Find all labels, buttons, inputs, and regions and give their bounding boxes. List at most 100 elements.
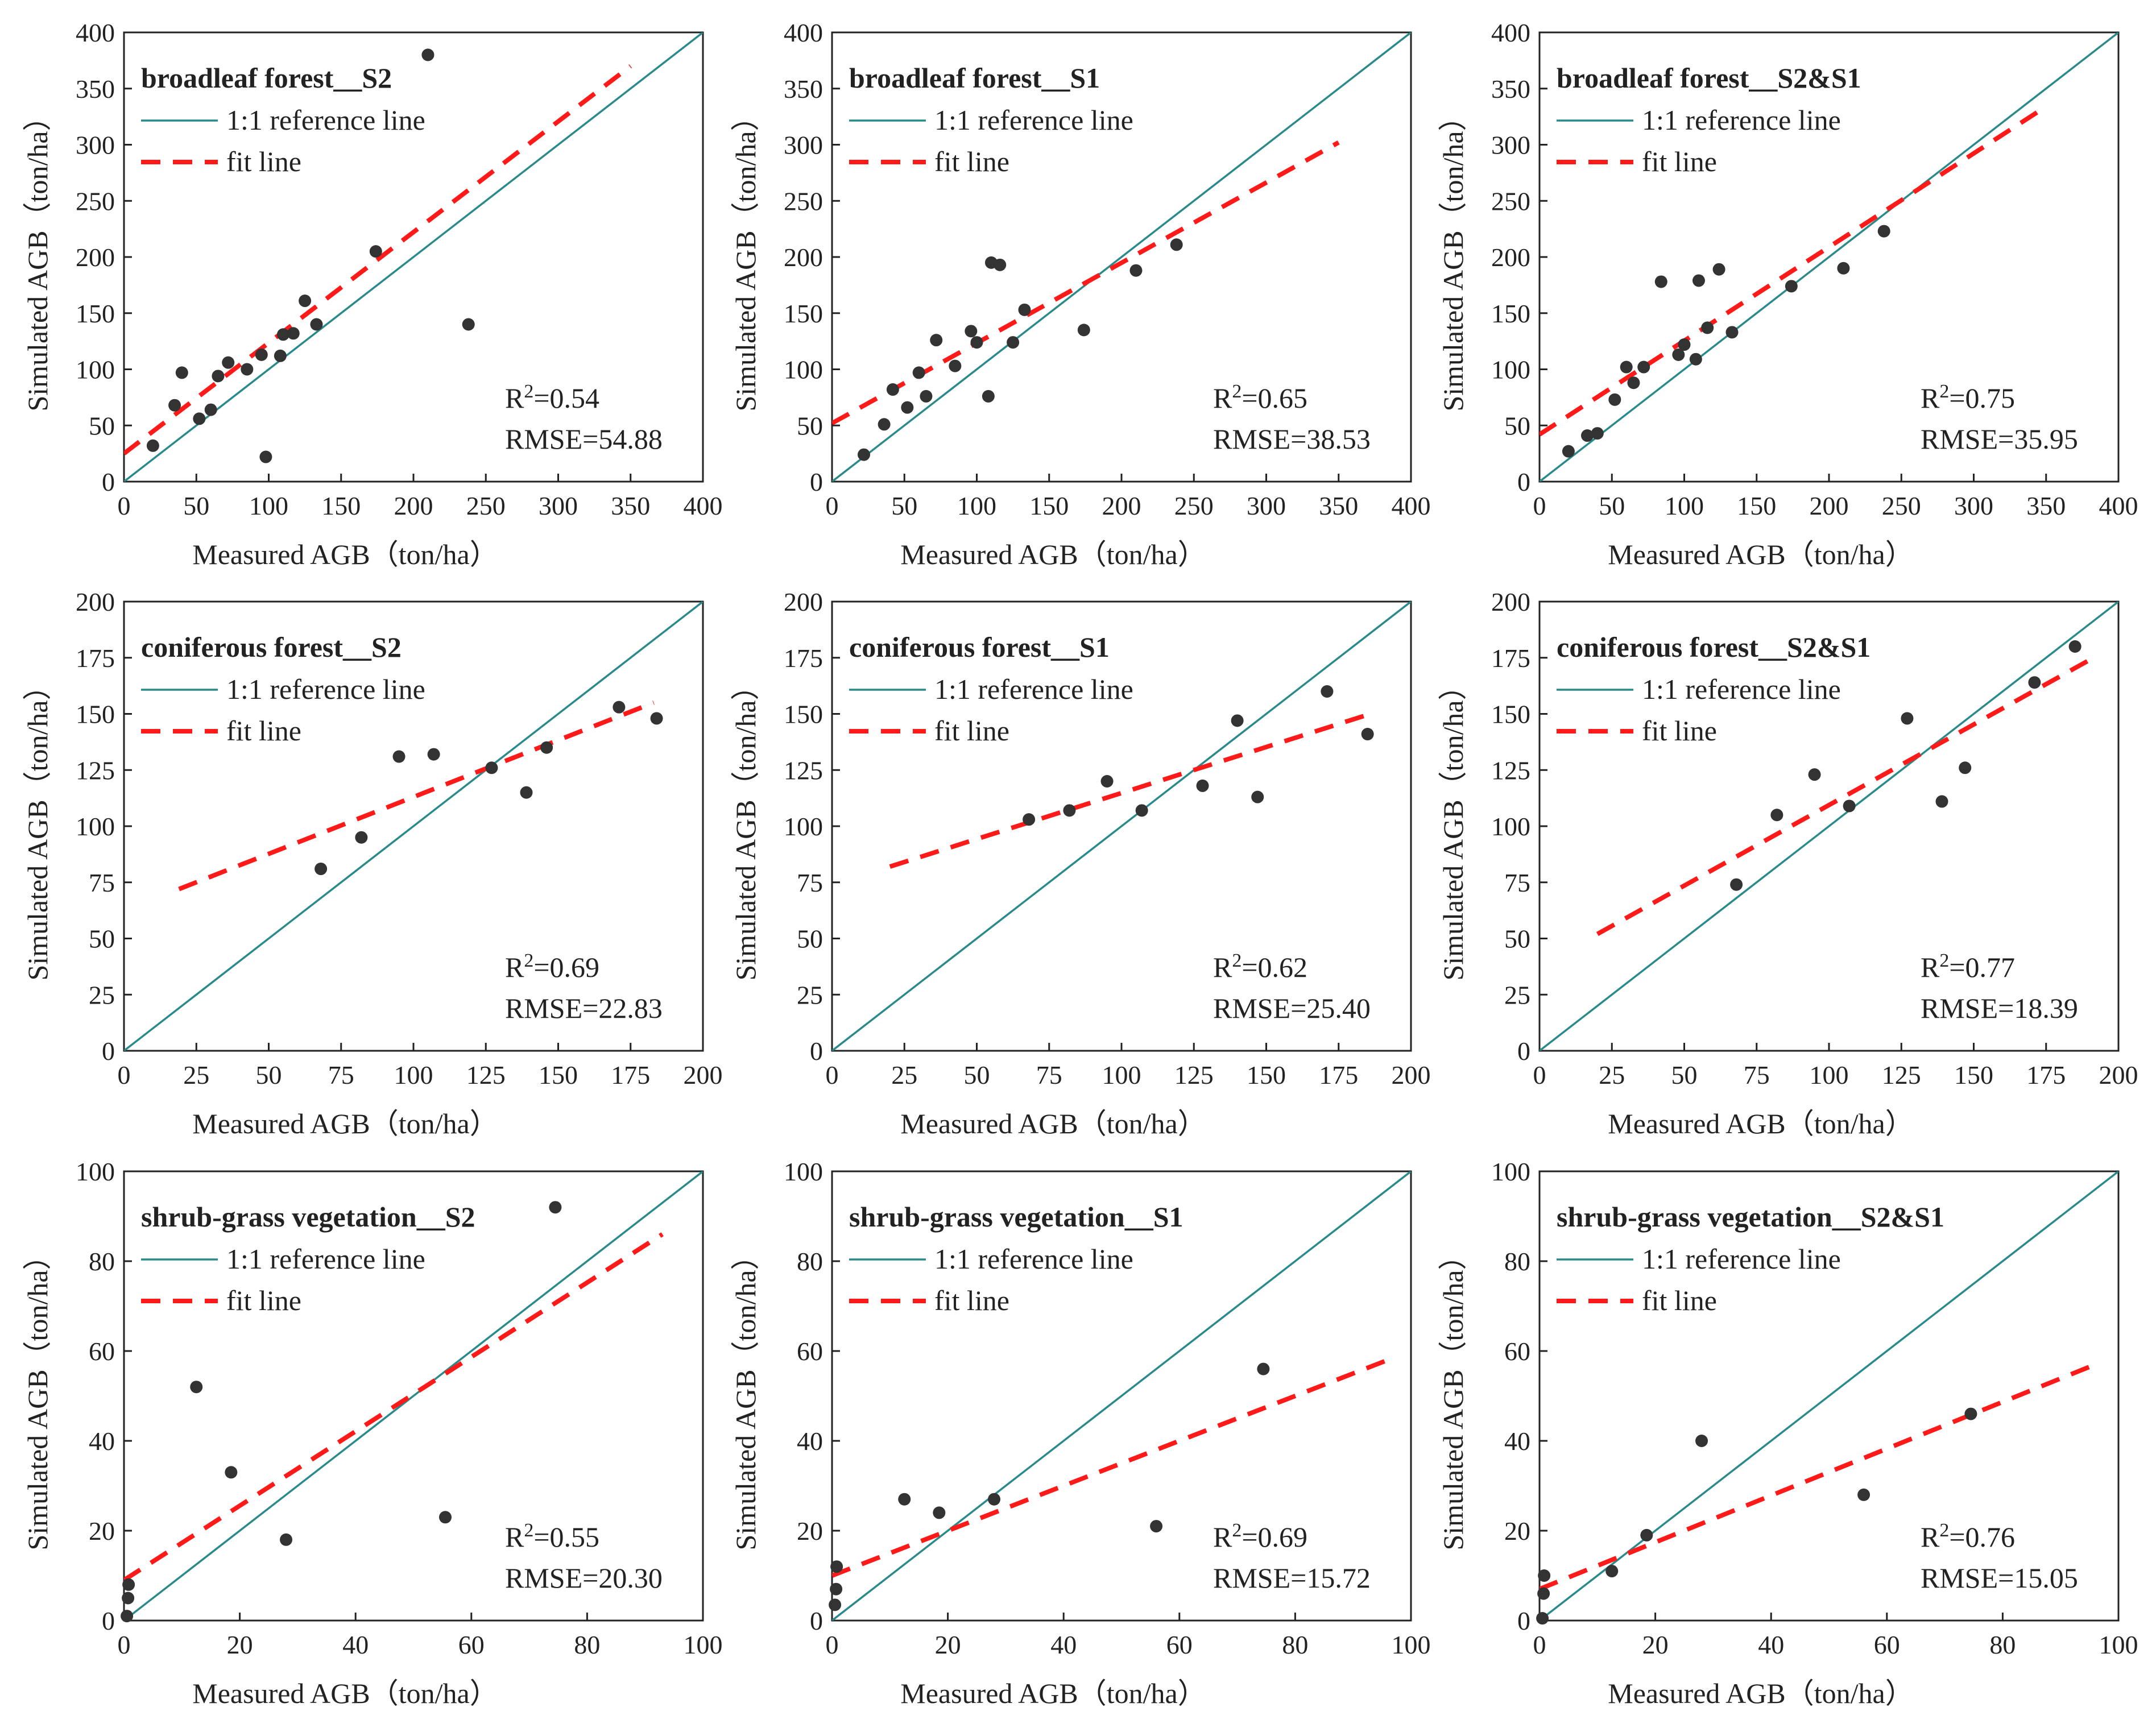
y-tick-label: 60 <box>89 1337 115 1366</box>
superscript-two: 2 <box>1939 381 1949 402</box>
x-tick-label: 125 <box>1882 1060 1921 1089</box>
data-point <box>1959 761 1972 774</box>
data-point <box>193 412 206 425</box>
data-point <box>1251 790 1264 803</box>
x-tick-label: 50 <box>183 491 209 520</box>
x-tick-label: 25 <box>891 1060 917 1089</box>
x-tick-label: 300 <box>1247 491 1286 520</box>
data-point <box>1637 360 1650 374</box>
y-tick-label: 350 <box>1491 74 1530 103</box>
data-point <box>830 1560 843 1573</box>
x-tick-label: 0 <box>1533 491 1546 520</box>
data-point <box>421 48 434 61</box>
data-point <box>520 786 533 799</box>
data-point <box>168 399 181 412</box>
x-tick-label: 40 <box>1050 1630 1077 1659</box>
x-tick-label: 125 <box>466 1060 506 1089</box>
data-point <box>920 389 933 403</box>
x-tick-label: 100 <box>1102 1060 1141 1089</box>
data-point <box>175 366 188 379</box>
x-tick-label: 350 <box>2026 491 2066 520</box>
data-point <box>1562 445 1575 458</box>
y-tick-label: 75 <box>89 868 115 897</box>
y-tick-label: 175 <box>784 644 823 673</box>
data-point <box>982 389 995 403</box>
y-tick-label: 100 <box>76 1157 115 1186</box>
y-tick-label: 25 <box>89 980 115 1009</box>
x-tick-label: 20 <box>227 1630 253 1659</box>
y-tick-label: 40 <box>1504 1427 1530 1456</box>
fit-line <box>1540 104 2047 437</box>
panel-title: coniferous forest__S2 <box>141 631 402 663</box>
fit-line <box>832 140 1340 425</box>
fit-line <box>832 1358 1389 1578</box>
y-tick-label: 150 <box>784 700 823 729</box>
y-tick-label: 0 <box>1517 1037 1530 1066</box>
x-tick-label: 75 <box>1744 1060 1770 1089</box>
x-tick-label: 50 <box>891 491 917 520</box>
data-point <box>830 1582 843 1596</box>
data-point <box>1580 429 1594 442</box>
y-axis-title: Simulated AGB（ton/ha） <box>22 672 53 980</box>
data-point <box>1023 813 1036 826</box>
y-tick-label: 175 <box>76 644 115 673</box>
data-point <box>1701 321 1714 334</box>
x-tick-label: 200 <box>394 491 433 520</box>
y-tick-label: 400 <box>784 18 823 47</box>
panel-title: shrub-grass vegetation__S2 <box>141 1201 475 1233</box>
y-axis-title: Simulated AGB（ton/ha） <box>1437 102 1469 411</box>
data-point <box>1964 1407 1977 1420</box>
y-tick-label: 20 <box>1504 1516 1530 1545</box>
x-axis-title: Measured AGB（ton/ha） <box>192 1108 498 1139</box>
data-point <box>1808 768 1821 781</box>
data-point <box>1135 804 1148 817</box>
rmse-value: RMSE=15.72 <box>1213 1562 1371 1594</box>
y-tick-label: 0 <box>810 1037 823 1066</box>
x-tick-label: 400 <box>2099 491 2138 520</box>
y-tick-label: 350 <box>76 74 115 103</box>
plot-frame <box>1538 1170 2120 1622</box>
legend-ref-label: 1:1 reference line <box>226 1243 425 1275</box>
y-tick-label: 250 <box>784 187 823 216</box>
data-point <box>1150 1520 1163 1533</box>
legend-fit-label: fit line <box>1642 715 1717 747</box>
reference-line-1to1 <box>1540 602 2118 1051</box>
y-tick-label: 100 <box>76 355 115 384</box>
y-tick-label: 150 <box>784 299 823 328</box>
data-point <box>1678 338 1691 351</box>
y-tick-label: 80 <box>89 1247 115 1276</box>
x-axis-title: Measured AGB（ton/ha） <box>900 1108 1206 1139</box>
y-tick-label: 200 <box>1491 587 1530 616</box>
fit-line <box>124 1232 664 1582</box>
panel-title: coniferous forest__S2&S1 <box>1557 631 1871 663</box>
panel-title: shrub-grass vegetation__S1 <box>849 1201 1183 1233</box>
y-tick-label: 250 <box>1491 187 1530 216</box>
reference-line-1to1 <box>1540 1171 2118 1621</box>
x-tick-label: 50 <box>964 1060 990 1089</box>
panel-title: broadleaf forest__S2 <box>141 62 392 94</box>
x-tick-label: 0 <box>118 491 131 520</box>
data-point <box>462 318 475 331</box>
x-tick-label: 50 <box>256 1060 282 1089</box>
r2-value: R2=0.54 <box>505 381 599 415</box>
data-point <box>190 1381 203 1394</box>
reference-line-1to1 <box>832 32 1411 482</box>
data-point <box>901 401 914 414</box>
y-axis-title: Simulated AGB（ton/ha） <box>1437 1241 1469 1550</box>
y-axis-title: Simulated AGB（ton/ha） <box>22 102 53 411</box>
data-point <box>204 403 217 416</box>
x-tick-label: 200 <box>1102 491 1141 520</box>
y-axis-title: Simulated AGB（ton/ha） <box>1437 672 1469 980</box>
x-tick-label: 25 <box>1599 1060 1625 1089</box>
data-point <box>1695 1435 1708 1447</box>
data-point <box>994 258 1007 271</box>
x-tick-label: 80 <box>574 1630 600 1659</box>
legend-ref-label: 1:1 reference line <box>1642 1243 1841 1275</box>
x-tick-label: 60 <box>1166 1630 1193 1659</box>
data-point <box>650 712 663 725</box>
x-tick-label: 100 <box>957 491 996 520</box>
superscript-two: 2 <box>1939 950 1949 971</box>
r2-value: R2=0.55 <box>505 1520 599 1553</box>
data-point <box>898 1493 911 1506</box>
y-tick-label: 75 <box>797 868 823 897</box>
